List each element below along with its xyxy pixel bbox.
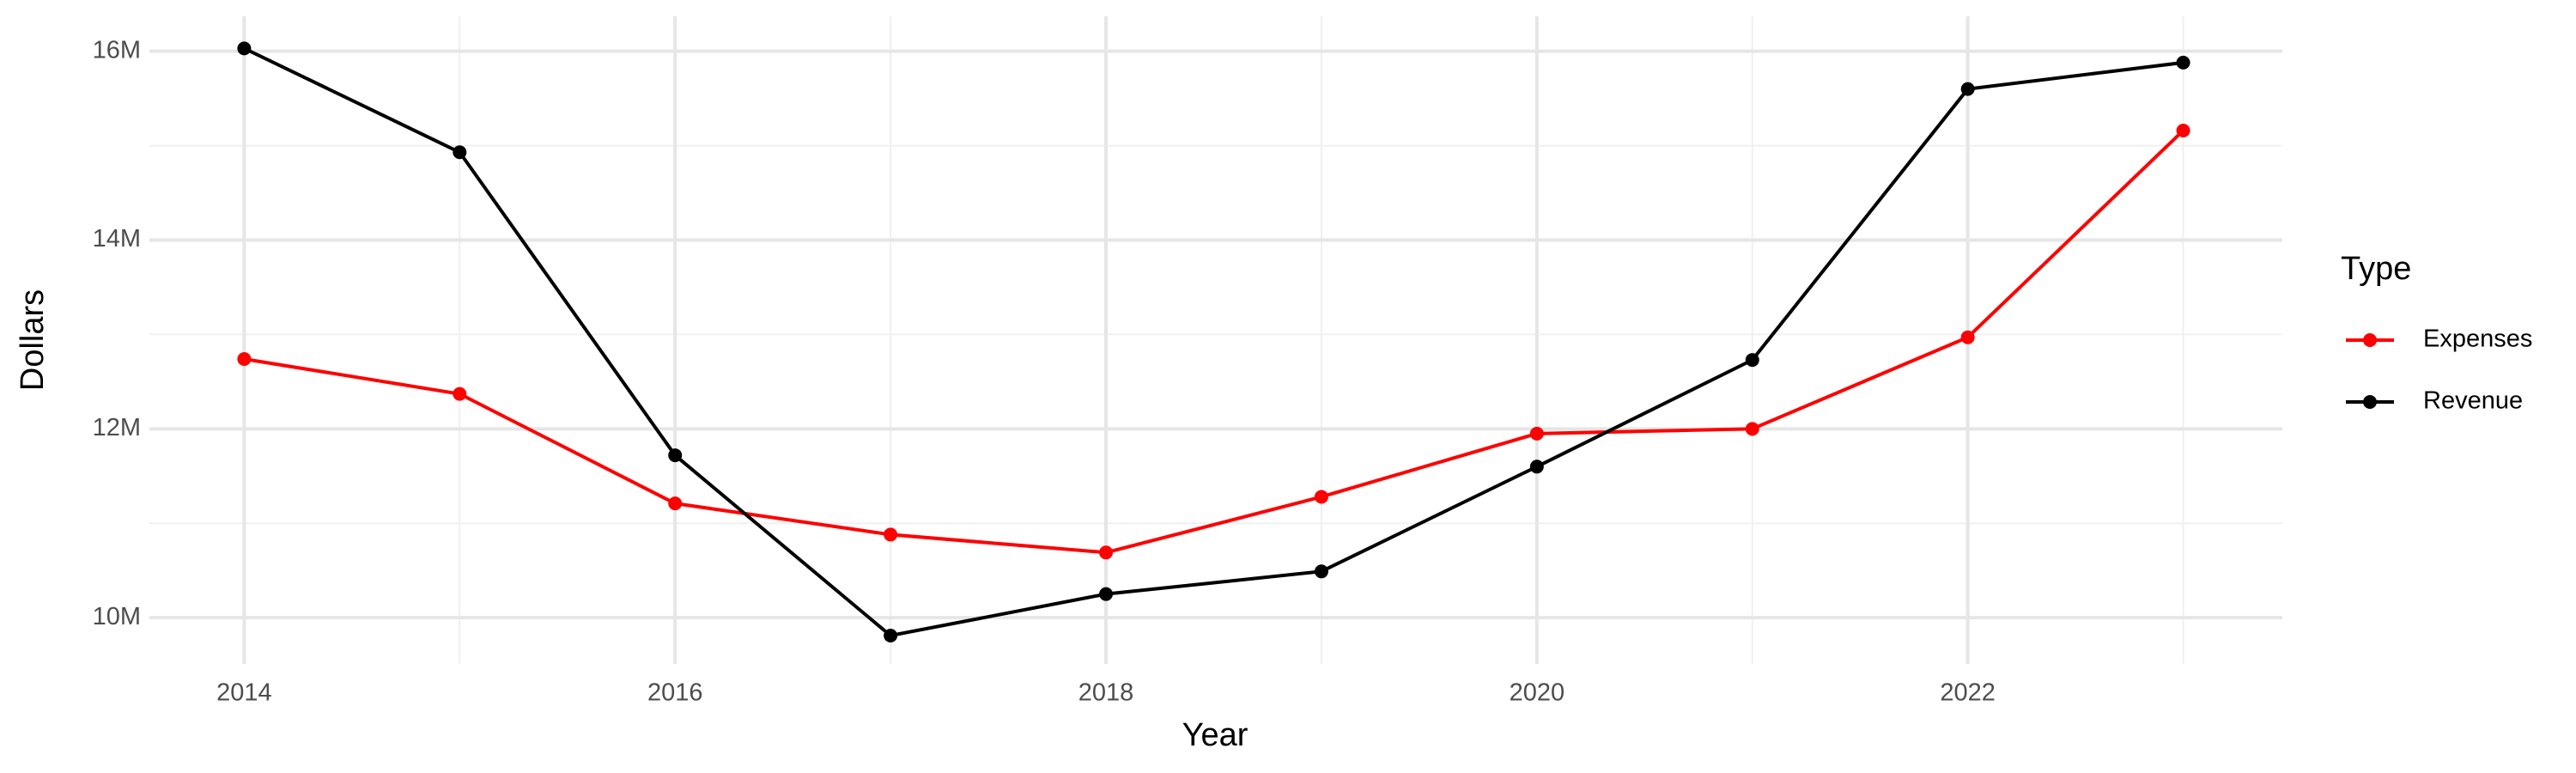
data-point <box>1314 490 1328 504</box>
series-line <box>244 129 2184 555</box>
data-point <box>237 351 252 366</box>
legend-key-point <box>2363 333 2377 347</box>
y-tick-label: 10M <box>93 603 141 630</box>
data-point <box>884 527 898 542</box>
data-point <box>2176 123 2190 137</box>
data-point <box>668 448 683 463</box>
legend-label: Revenue <box>2423 387 2523 415</box>
data-point <box>1745 422 1759 436</box>
data-point <box>1529 460 1544 474</box>
data-point <box>1099 545 1114 560</box>
x-tick-label: 2014 <box>216 679 272 707</box>
data-point <box>668 496 683 511</box>
data-point <box>2176 55 2190 70</box>
legend-key-point <box>2363 395 2377 409</box>
data-point <box>237 41 252 56</box>
x-tick-label: 2016 <box>647 679 703 707</box>
data-point <box>453 386 467 401</box>
legend-label: Expenses <box>2423 326 2532 353</box>
y-tick-label: 12M <box>93 414 141 441</box>
x-tick-label: 2022 <box>1940 679 1996 707</box>
legend-title: Type <box>2341 251 2411 287</box>
data-point <box>453 145 467 160</box>
series-line <box>243 46 2184 638</box>
data-point <box>1529 426 1544 441</box>
data-point <box>1745 353 1759 368</box>
y-axis-title: Dollars <box>15 289 51 391</box>
x-axis-title: Year <box>1182 717 1249 753</box>
x-tick-label: 2018 <box>1078 679 1134 707</box>
y-tick-label: 16M <box>93 36 141 64</box>
data-point <box>1960 82 1975 96</box>
y-tick-label: 14M <box>93 225 141 253</box>
data-point <box>1099 587 1114 601</box>
data-point <box>1960 330 1975 344</box>
data-point <box>1314 564 1328 579</box>
x-tick-label: 2020 <box>1510 679 1565 707</box>
data-point <box>884 629 898 643</box>
